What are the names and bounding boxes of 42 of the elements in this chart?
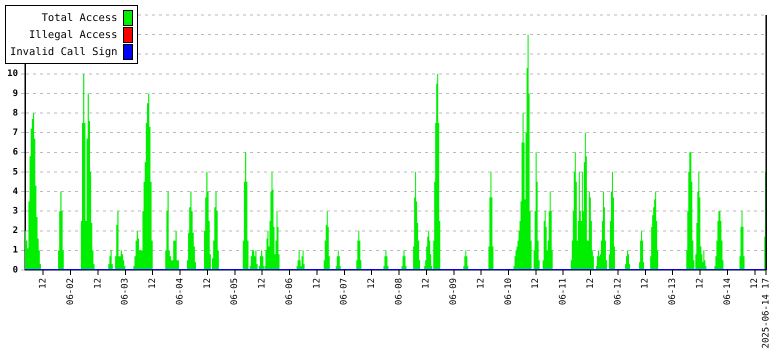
x-tick-label: 06-05	[230, 278, 240, 306]
x-tick-label: 12	[148, 278, 158, 289]
x-tick-label: 12	[640, 278, 651, 289]
y-tick-label: 3	[12, 206, 18, 216]
x-tick-label: 12	[258, 278, 268, 289]
x-tick-label: 2025-06-14 17	[762, 278, 772, 348]
y-tick-label: 4	[12, 186, 19, 197]
x-tick-label: 12	[586, 278, 596, 289]
y-tick-label: 9	[12, 88, 18, 99]
x-tick-label: 12	[93, 278, 104, 289]
x-tick-label: 06-08	[394, 278, 404, 306]
y-tick-label: 7	[12, 128, 18, 138]
legend-label: Invalid Call Sign	[10, 46, 118, 58]
y-tick-label: 10	[7, 69, 18, 80]
x-tick-label: 06-02	[66, 278, 76, 306]
x-tick-label: 12	[366, 278, 377, 289]
y-tick-label: 0	[12, 265, 18, 276]
y-tick-label: 5	[12, 167, 18, 178]
legend-label: Illegal Access	[28, 28, 118, 40]
x-tick-label: 06-03	[120, 278, 131, 306]
x-tick-label: 12	[750, 278, 760, 289]
y-tick-label: 6	[12, 148, 18, 158]
x-tick-label: 06-04	[175, 278, 186, 306]
y-tick-label: 2	[12, 226, 18, 236]
legend-label: Total Access	[42, 12, 118, 24]
x-tick-label: 06-10	[504, 278, 514, 306]
x-tick-label: 06-13	[668, 278, 678, 306]
x-tick-label: 06-14	[722, 278, 733, 306]
x-tick-label: 12	[202, 278, 213, 289]
x-tick-label: 12	[531, 278, 542, 289]
y-tick-label: 1	[12, 246, 18, 256]
x-tick-label: 12	[695, 278, 706, 289]
x-tick-label: 12	[476, 278, 486, 289]
x-tick-label: 06-06	[284, 278, 295, 306]
x-tick-label: 12	[312, 278, 322, 289]
x-tick-label: 06-09	[449, 278, 460, 306]
x-tick-label: 06-07	[340, 278, 350, 306]
x-tick-label: 12	[422, 278, 432, 289]
x-tick-label: 06-12	[613, 278, 624, 306]
x-tick-label: 06-11	[558, 278, 569, 306]
y-tick-label: 8	[12, 108, 18, 118]
x-tick-label: 12	[38, 278, 49, 289]
